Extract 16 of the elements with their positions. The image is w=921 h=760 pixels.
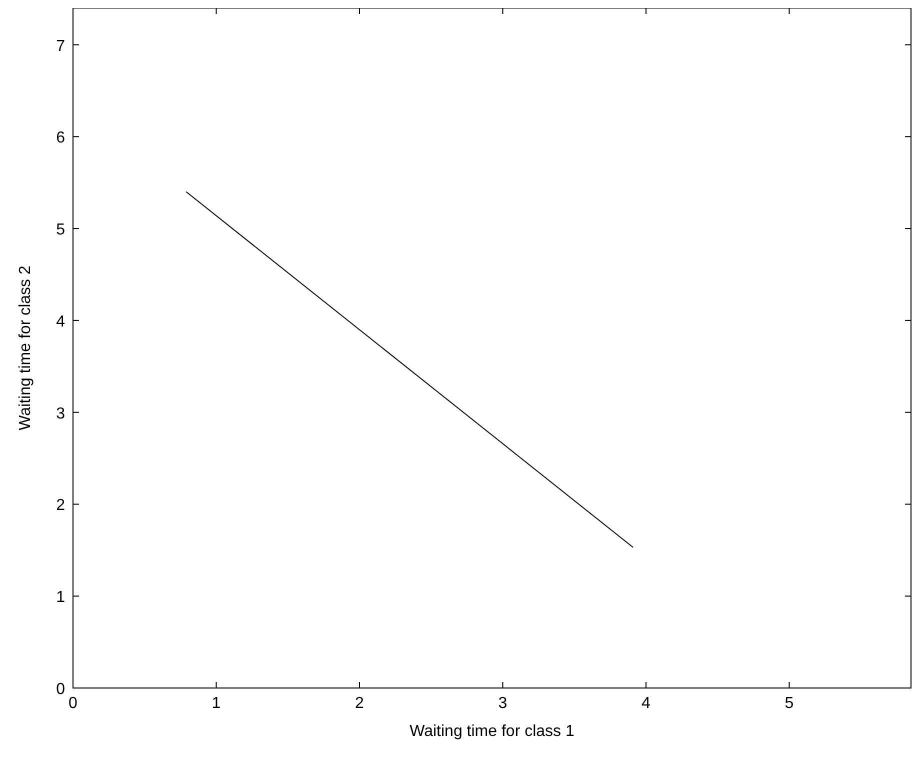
y-tick-label: 5 xyxy=(56,222,66,239)
x-axis-title: Waiting time for class 1 xyxy=(410,723,574,740)
y-tick-label: 1 xyxy=(56,589,66,606)
y-axis-title: Waiting time for class 2 xyxy=(17,266,34,430)
x-tick-label: 0 xyxy=(68,695,78,712)
x-tick-label: 2 xyxy=(355,695,364,712)
y-tick-label: 7 xyxy=(56,38,66,55)
x-tick-label: 1 xyxy=(212,695,221,712)
x-tick-label: 4 xyxy=(642,695,651,712)
y-tick-label: 0 xyxy=(56,681,66,698)
y-tick-label: 2 xyxy=(56,497,66,514)
y-tick-label: 4 xyxy=(56,313,66,330)
y-tick-label: 3 xyxy=(56,405,66,422)
x-tick-label: 3 xyxy=(498,695,508,712)
x-tick-label: 5 xyxy=(784,695,794,712)
y-tick-label: 6 xyxy=(56,130,66,147)
